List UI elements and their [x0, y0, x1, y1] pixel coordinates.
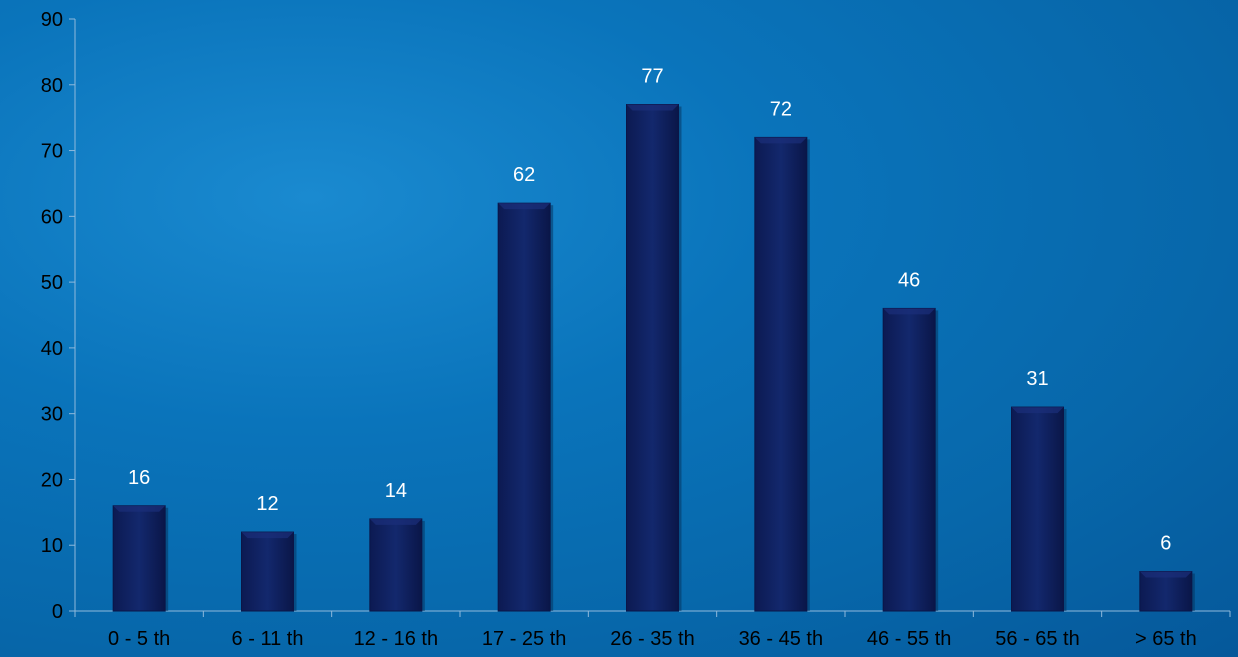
data-label: 31	[1026, 368, 1048, 390]
bar-bevel	[1139, 571, 1192, 578]
y-tick-label: 60	[41, 206, 63, 228]
x-tick-label: 36 - 45 th	[739, 628, 824, 650]
data-label: 77	[641, 66, 663, 88]
x-tick-label: 46 - 55 th	[867, 628, 952, 650]
data-label: 16	[128, 467, 150, 489]
y-tick-label: 20	[41, 469, 63, 491]
y-tick-label: 80	[41, 75, 63, 97]
x-tick-label: 56 - 65 th	[995, 628, 1080, 650]
bar	[1011, 406, 1064, 612]
y-tick-label: 40	[41, 338, 63, 360]
bar	[112, 505, 166, 612]
bar	[497, 202, 551, 612]
x-tick-label: 26 - 35 th	[610, 628, 695, 650]
bar-bevel	[369, 518, 422, 525]
y-tick-label: 90	[41, 9, 63, 31]
data-label: 62	[513, 164, 535, 186]
bar	[882, 307, 936, 612]
bars	[112, 104, 1195, 612]
data-label: 6	[1160, 533, 1171, 555]
y-tick-label: 50	[41, 272, 63, 294]
y-tick-label: 10	[41, 535, 63, 557]
y-tick-label: 0	[52, 601, 63, 623]
x-tick-label: 17 - 25 th	[482, 628, 567, 650]
data-label: 12	[256, 493, 278, 515]
y-tick-label: 30	[41, 404, 63, 426]
bar-bevel	[498, 203, 551, 210]
x-tick-label: 0 - 5 th	[108, 628, 170, 650]
bar	[241, 531, 294, 612]
bar	[754, 136, 808, 612]
bar-bevel	[626, 104, 679, 111]
x-tick-label: 6 - 11 th	[232, 628, 304, 650]
bar-bevel	[1011, 407, 1064, 414]
bar-bevel	[754, 137, 807, 144]
bar	[369, 518, 423, 612]
data-label: 46	[898, 269, 920, 291]
bar-bevel	[241, 532, 294, 539]
x-tick-label: > 65 th	[1135, 628, 1197, 650]
labels: 16 0 - 5 th 12 6 - 11 th 14 12 - 16 th 62 17 - …	[108, 66, 1197, 650]
data-label: 14	[385, 480, 407, 502]
bar-bevel	[113, 505, 166, 512]
x-tick-label: 12 - 16 th	[354, 628, 439, 650]
bar	[626, 104, 679, 612]
bar-bevel	[883, 308, 936, 315]
y-tick-label: 70	[41, 141, 63, 163]
data-label: 72	[770, 98, 792, 120]
